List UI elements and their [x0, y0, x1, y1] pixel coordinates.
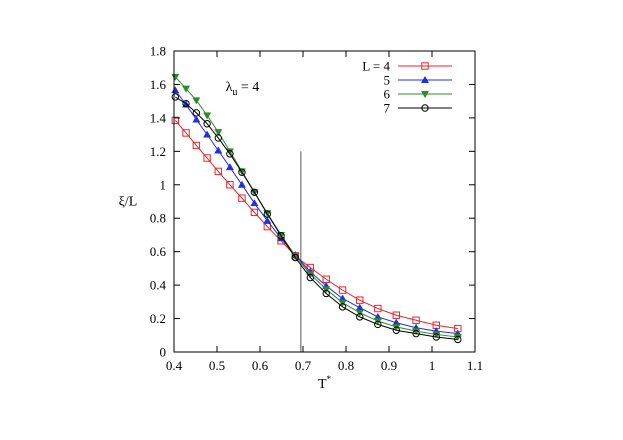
- series-4: [171, 93, 462, 344]
- data-point-triangle-up: [250, 199, 259, 207]
- data-point-circle: [214, 134, 222, 142]
- data-point-circle: [238, 168, 246, 176]
- data-point-circle: [412, 329, 420, 338]
- y-tick-label: 1.8: [150, 44, 166, 59]
- data-point-triangle-down: [203, 112, 212, 120]
- data-point-triangle-down: [338, 299, 347, 307]
- x-tick-label: 1.1: [467, 358, 483, 373]
- data-point-circle: [203, 120, 211, 128]
- data-point-circle: [291, 253, 299, 262]
- data-point-triangle-up: [225, 163, 234, 171]
- data-point-triangle-up: [171, 86, 180, 94]
- x-tick-label: 0.6: [252, 358, 269, 373]
- data-point-triangle-down: [355, 309, 364, 317]
- y-tick-label: 0.6: [150, 244, 167, 259]
- data-point-triangle-down: [182, 85, 191, 93]
- data-point-circle: [306, 273, 315, 282]
- data-point-triangle-up: [420, 75, 430, 83]
- data-point-circle: [392, 326, 401, 334]
- data-point-square: [214, 167, 222, 176]
- data-point-square: [421, 62, 429, 70]
- data-point-circle: [322, 289, 330, 298]
- data-point-triangle-up: [237, 180, 246, 188]
- data-point-triangle-up: [203, 130, 212, 138]
- legend-label: 6: [384, 87, 391, 102]
- data-point-circle: [454, 335, 462, 344]
- x-tick-label: 0.8: [338, 358, 354, 373]
- data-point-triangle-down: [171, 73, 180, 82]
- data-point-square: [250, 208, 259, 217]
- data-point-triangle-up: [214, 146, 223, 154]
- x-tick-label: 0.4: [166, 358, 183, 373]
- data-point-circle: [277, 232, 285, 240]
- data-point-circle: [226, 150, 234, 158]
- data-point-square: [192, 141, 201, 150]
- data-point-square: [171, 116, 179, 125]
- y-tick-label: 0.4: [150, 278, 167, 293]
- data-point-square: [338, 286, 347, 294]
- series-3: [171, 73, 462, 342]
- x-tick-label: 0.9: [381, 358, 397, 373]
- x-tick-label: 0.7: [295, 358, 312, 373]
- data-point-circle: [338, 303, 347, 311]
- data-point-triangle-up: [192, 115, 201, 123]
- data-point-circle: [171, 93, 179, 101]
- data-point-triangle-down: [420, 91, 430, 99]
- data-point-triangle-down: [453, 334, 462, 342]
- y-tick-label: 0.2: [150, 311, 166, 326]
- data-point-square: [412, 316, 420, 324]
- data-point-triangle-up: [263, 216, 272, 224]
- y-tick-label: 1.2: [150, 144, 166, 159]
- x-tick-label: 1: [429, 358, 436, 373]
- data-point-circle: [432, 333, 440, 341]
- y-tick-label: 1: [160, 177, 167, 192]
- data-point-circle: [182, 99, 190, 108]
- data-point-triangle-down: [322, 286, 331, 294]
- lambda-annotation: λu = 4: [226, 80, 260, 98]
- y-axis-label: ξ/L: [119, 195, 138, 210]
- data-point-square: [182, 129, 190, 137]
- data-point-circle: [421, 104, 429, 112]
- x-tick-label: 0.5: [209, 358, 225, 373]
- legend-label: 7: [384, 101, 391, 116]
- data-point-triangle-down: [192, 97, 201, 105]
- legend-label: L = 4: [362, 59, 390, 74]
- data-point-square: [226, 181, 234, 189]
- data-point-triangle-down: [432, 331, 441, 339]
- data-point-triangle-down: [214, 129, 223, 137]
- legend-label: 5: [384, 73, 391, 88]
- data-point-circle: [356, 313, 364, 321]
- series-layer: [171, 73, 462, 344]
- y-tick-label: 0.8: [150, 211, 166, 226]
- data-point-square: [238, 194, 246, 202]
- data-point-square: [392, 311, 401, 319]
- data-point-square: [356, 296, 364, 304]
- y-tick-label: 1.4: [150, 110, 167, 125]
- series-line: [174, 76, 458, 338]
- data-point-circle: [250, 188, 259, 197]
- y-tick-label: 0: [160, 345, 167, 360]
- data-point-circle: [192, 109, 201, 117]
- data-point-square: [203, 154, 211, 162]
- data-point-circle: [374, 320, 382, 329]
- y-tick-label: 1.6: [150, 77, 167, 92]
- x-axis-label: T*: [318, 374, 332, 392]
- data-point-circle: [263, 210, 272, 218]
- data-point-square: [374, 304, 382, 313]
- plot-frame: [173, 50, 476, 353]
- axis-layer: 0.4 0.5 0.6 0.7 0.8 0.9 1 1.1 0 0.2 0.4 0.6 0.8 1 1.2 1…: [150, 44, 483, 374]
- data-point-triangle-down: [412, 328, 421, 336]
